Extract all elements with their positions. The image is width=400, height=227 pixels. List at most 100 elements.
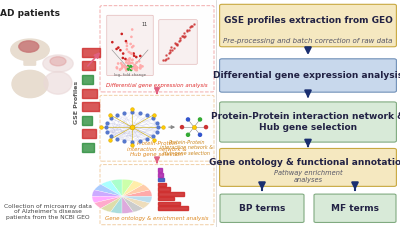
Point: [122, 57, 129, 61]
Wedge shape: [122, 184, 150, 196]
Text: log₂ fold change: log₂ fold change: [114, 73, 146, 77]
Point: [129, 140, 135, 144]
Text: Differential gene expression analysis: Differential gene expression analysis: [106, 83, 208, 88]
Bar: [158, 192, 184, 196]
Point: [123, 69, 130, 72]
Wedge shape: [122, 196, 134, 213]
Point: [129, 58, 136, 62]
Point: [125, 66, 132, 69]
Point: [104, 121, 110, 124]
Circle shape: [19, 41, 39, 52]
Bar: [158, 168, 162, 172]
Wedge shape: [110, 196, 122, 213]
Point: [115, 62, 121, 65]
Point: [118, 32, 125, 36]
Point: [123, 61, 130, 64]
Point: [197, 118, 203, 121]
Wedge shape: [122, 181, 143, 196]
Point: [121, 65, 127, 68]
Point: [118, 62, 124, 65]
Point: [185, 133, 191, 137]
Point: [144, 137, 150, 141]
Point: [139, 64, 146, 68]
Point: [132, 65, 138, 69]
Point: [150, 117, 156, 120]
Point: [126, 50, 132, 54]
Point: [125, 62, 131, 65]
Point: [176, 36, 183, 40]
Point: [117, 67, 124, 71]
Point: [127, 61, 133, 65]
Point: [180, 35, 186, 38]
Point: [173, 42, 179, 46]
Point: [162, 59, 168, 62]
Bar: [82, 75, 93, 84]
Text: Protein-Protein
interaction network &
Hub gene selection: Protein-Protein interaction network & Hu…: [160, 140, 213, 156]
Point: [168, 48, 175, 52]
Bar: [158, 187, 170, 191]
Text: BP terms: BP terms: [239, 204, 285, 213]
Bar: [82, 143, 94, 152]
Bar: [82, 89, 97, 98]
Point: [126, 59, 132, 63]
Wedge shape: [122, 179, 134, 196]
Bar: [158, 178, 164, 181]
Text: 11: 11: [142, 22, 148, 27]
Point: [191, 22, 197, 25]
Point: [167, 48, 174, 52]
Point: [151, 138, 157, 141]
FancyBboxPatch shape: [220, 4, 396, 47]
Point: [134, 68, 140, 72]
Point: [137, 67, 144, 70]
Point: [122, 66, 129, 69]
Point: [128, 42, 134, 46]
Point: [128, 52, 135, 56]
Point: [108, 134, 114, 138]
Point: [184, 29, 190, 32]
Point: [124, 58, 130, 62]
Point: [129, 125, 135, 129]
Text: AD patients: AD patients: [0, 9, 60, 18]
FancyBboxPatch shape: [100, 95, 214, 161]
Point: [130, 52, 137, 55]
Point: [134, 66, 140, 69]
Point: [187, 24, 194, 28]
Point: [132, 64, 139, 68]
Ellipse shape: [44, 72, 72, 94]
Point: [150, 134, 156, 138]
Point: [129, 108, 135, 111]
Point: [180, 35, 187, 39]
Point: [203, 125, 209, 129]
Point: [114, 137, 120, 141]
FancyBboxPatch shape: [220, 59, 396, 92]
Point: [103, 125, 109, 129]
Wedge shape: [122, 190, 152, 196]
Point: [130, 44, 136, 48]
Point: [129, 28, 135, 31]
Circle shape: [11, 39, 49, 61]
Point: [154, 121, 160, 124]
Point: [160, 125, 166, 129]
Wedge shape: [92, 190, 122, 196]
Point: [119, 67, 125, 70]
Point: [171, 46, 178, 50]
Point: [120, 56, 126, 60]
Text: Protein-Protein
interaction network &
Hub gene selection: Protein-Protein interaction network & Hu…: [127, 141, 187, 157]
Point: [179, 35, 185, 38]
Point: [128, 65, 134, 69]
Point: [119, 65, 126, 68]
Point: [121, 139, 127, 143]
Point: [128, 68, 134, 72]
Bar: [82, 102, 99, 111]
Point: [108, 117, 114, 120]
Text: Pathway enrichment
analyses: Pathway enrichment analyses: [274, 170, 342, 183]
Point: [128, 35, 135, 39]
Point: [187, 26, 194, 29]
Point: [184, 28, 190, 32]
Point: [129, 67, 136, 71]
Point: [174, 42, 180, 46]
Point: [137, 139, 143, 143]
Point: [126, 66, 132, 69]
Bar: [158, 206, 188, 210]
Text: Protein-Protein interaction network &
Hub gene selection: Protein-Protein interaction network & Hu…: [211, 112, 400, 132]
